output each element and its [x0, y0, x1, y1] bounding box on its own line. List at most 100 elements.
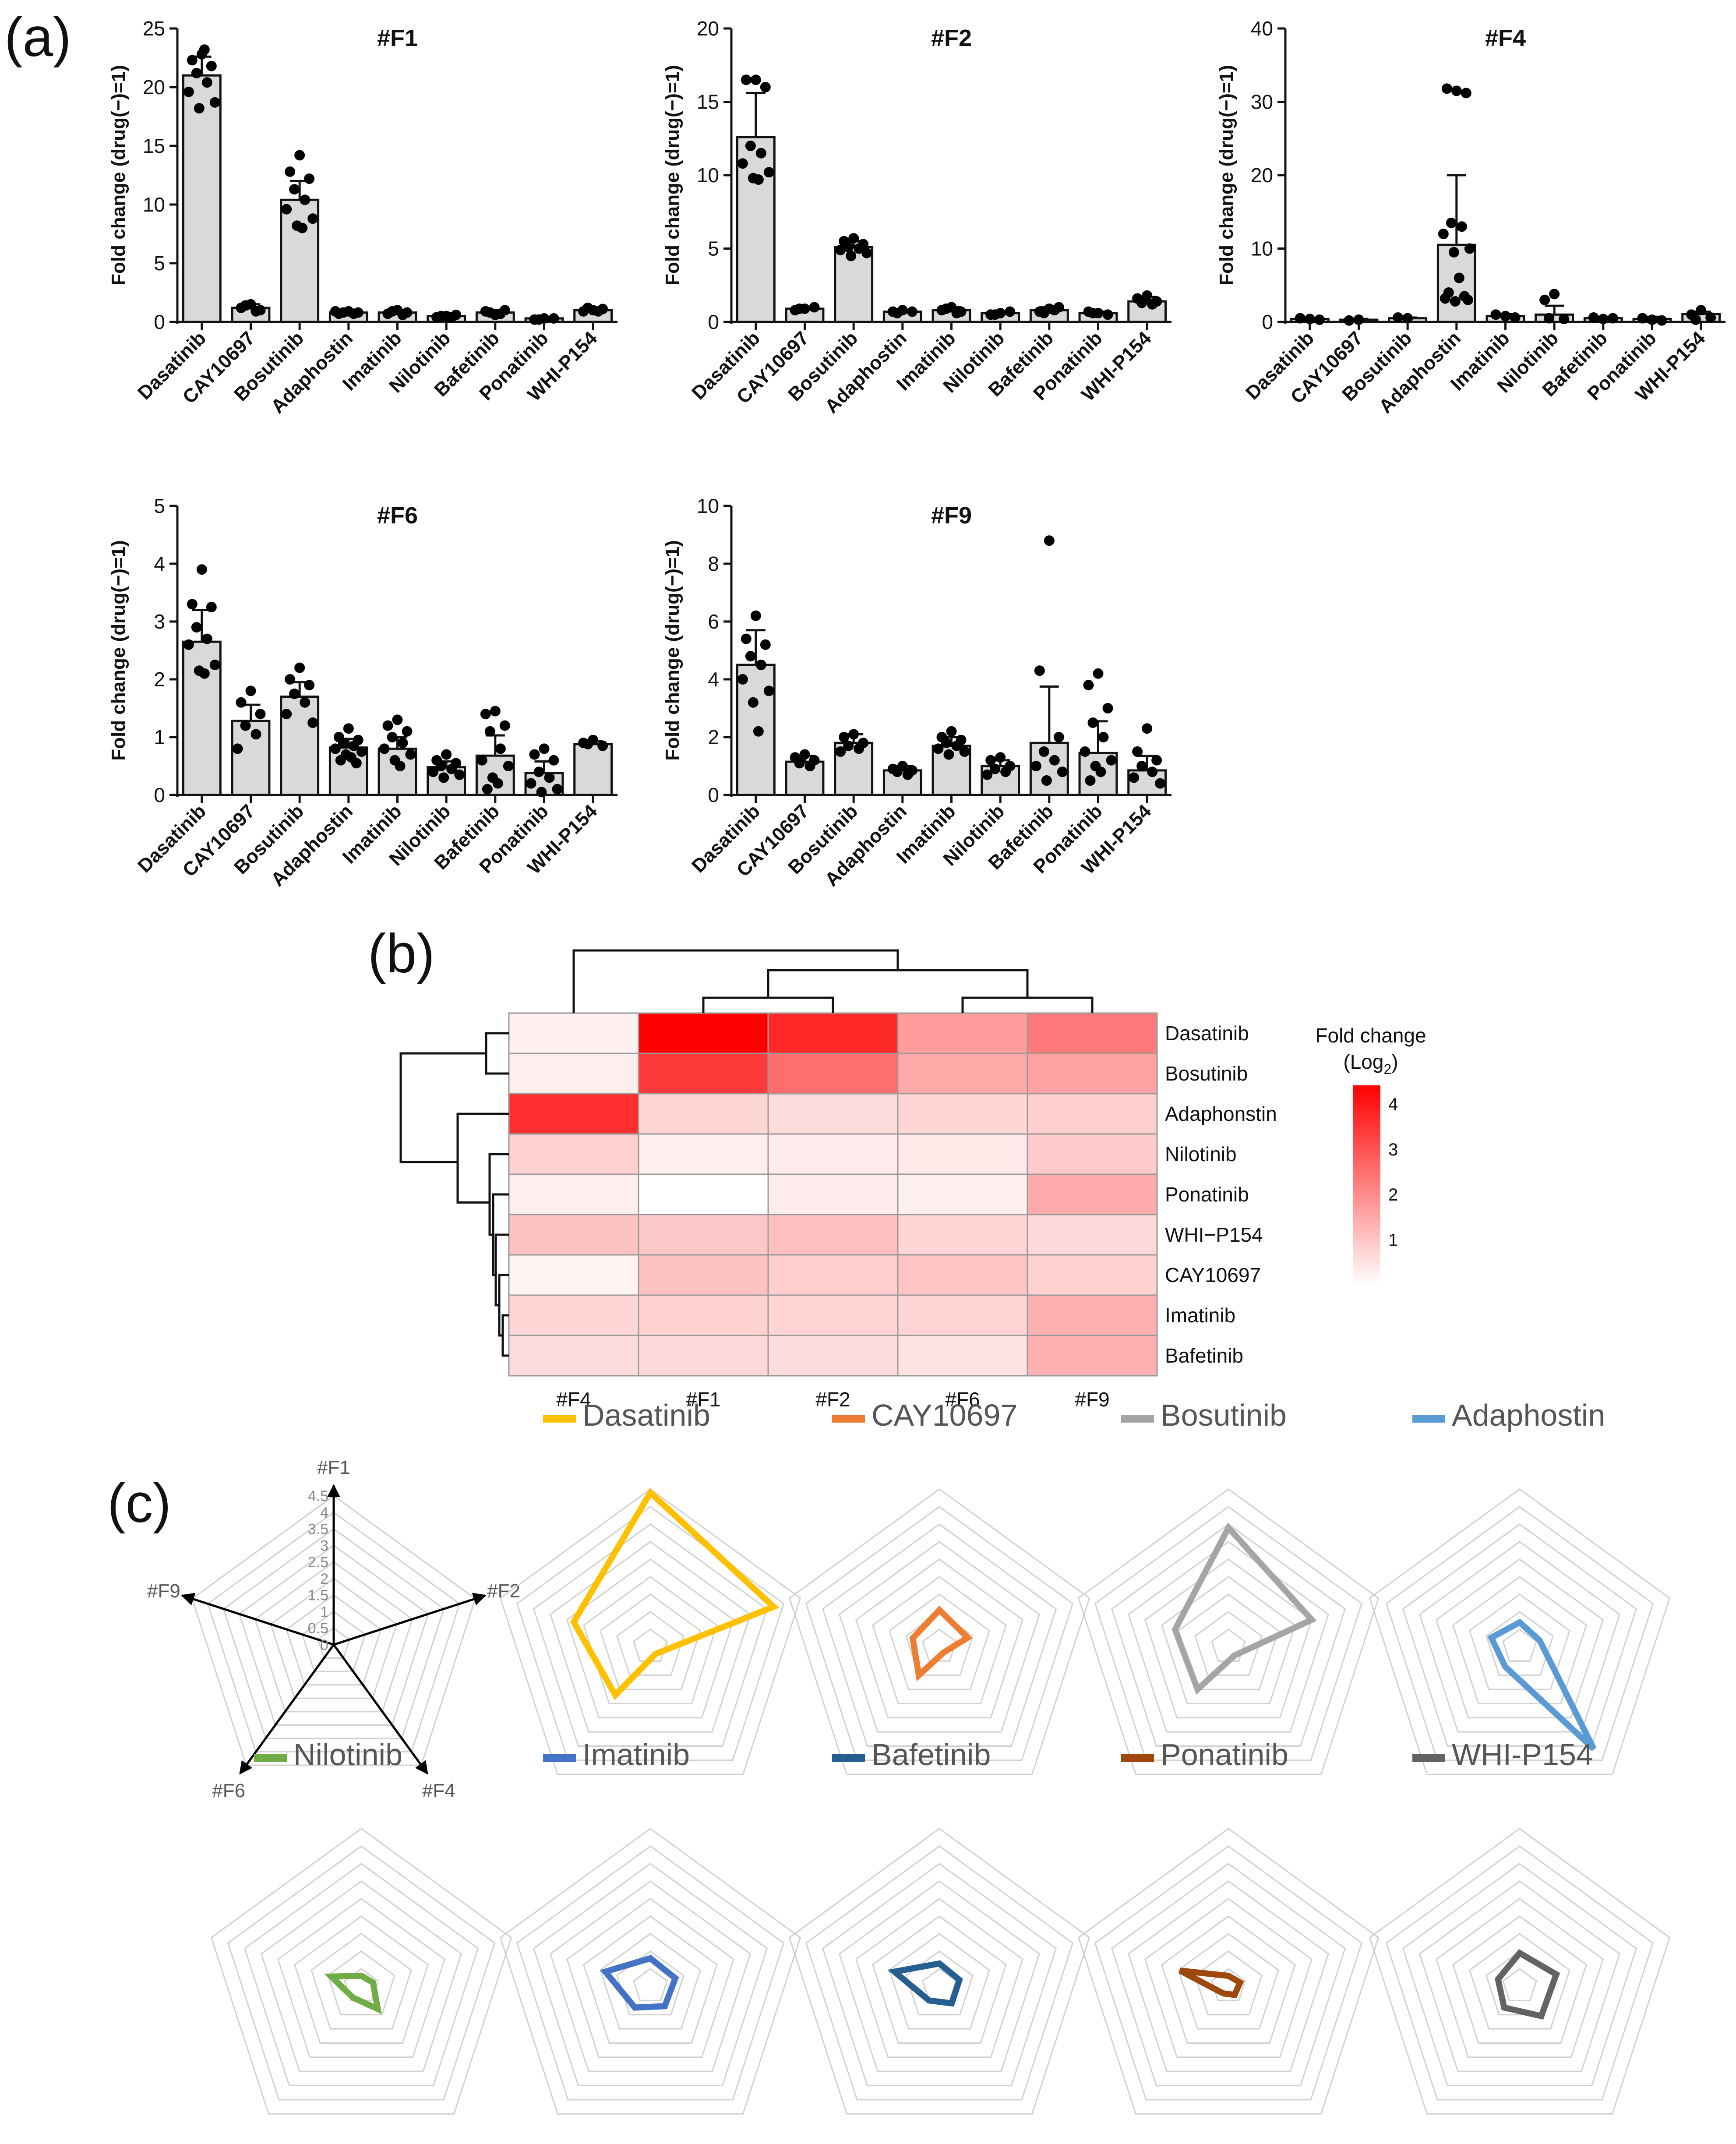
reference-scale-label: 4 — [320, 1505, 328, 1521]
heat-cell-cay10697-f9 — [1027, 1254, 1158, 1296]
heat-col-label-f6: #F6 — [945, 1388, 980, 1411]
data-point — [1500, 311, 1511, 321]
reference-axis-f6 — [239, 1644, 335, 1775]
y-axis-label: Fold change (drug(−)=1) — [108, 540, 129, 761]
panel-c-radar-charts: #F1 #F2 #F4 #F6 #F9 00.511.522.533.544.5 Dasat… — [147, 1398, 1671, 2115]
radar-grid-ring — [1178, 1933, 1279, 2030]
data-point — [251, 729, 261, 740]
radar-grid-ring — [805, 1845, 1074, 2101]
data-point — [199, 44, 210, 55]
y-tick-label: 0 — [154, 784, 165, 806]
data-point — [1314, 314, 1325, 325]
data-point — [745, 651, 756, 662]
data-point — [741, 74, 752, 85]
row-dendrogram-branch — [485, 1032, 509, 1075]
radar-grid-ring — [788, 1828, 1090, 2115]
data-point — [285, 674, 296, 685]
radar-grid-ring — [1144, 1558, 1313, 1719]
radar-grid-ring — [616, 1611, 685, 1676]
radar-grid-ring — [1469, 1593, 1570, 1690]
radar-grid-ring — [1402, 1523, 1637, 1747]
heat-cell-dasatinib-f2 — [767, 1012, 899, 1054]
radar-series-nilotinib — [324, 1972, 382, 2014]
data-point — [1098, 732, 1109, 742]
data-point — [1038, 746, 1049, 757]
data-point — [490, 706, 501, 717]
data-point — [1057, 766, 1068, 777]
legend-title-line2: (Log2) — [1343, 1050, 1398, 1077]
legend-colorbar — [1353, 1085, 1380, 1285]
radar-chart-cay10697: CAY10697 — [788, 1398, 1090, 1775]
radar-grid-ring — [1418, 1880, 1621, 2072]
data-point — [985, 755, 996, 766]
radar-grid-ring — [872, 1576, 1007, 1704]
y-tick-label: 3 — [154, 610, 165, 633]
heat-row-label-cay10697: CAY10697 — [1165, 1264, 1261, 1286]
heat-cell-whi-p154-f2 — [767, 1214, 899, 1256]
data-point — [804, 761, 815, 771]
radar-grid-ring — [260, 1880, 462, 2072]
radar-legend-label-ponatinib: Ponatinib — [1161, 1738, 1288, 1772]
radar-grid-ring — [855, 1558, 1023, 1719]
data-point — [335, 755, 346, 766]
reference-axis-f4 — [332, 1644, 428, 1775]
data-point — [1544, 313, 1555, 324]
y-tick-label: 0 — [708, 311, 719, 333]
y-tick-label: 5 — [154, 252, 165, 275]
data-point — [1464, 243, 1475, 254]
data-point — [794, 303, 805, 314]
radar-grid-ring — [922, 1628, 957, 1662]
y-tick-label: 10 — [1251, 237, 1273, 260]
heat-cell-bafetinib-f9 — [1027, 1335, 1158, 1377]
data-point — [1129, 772, 1140, 783]
data-point — [1136, 297, 1147, 308]
radar-grid-ring — [805, 1506, 1074, 1761]
row-dendrogram-branch — [456, 1113, 509, 1204]
data-point — [1559, 314, 1570, 325]
bar-cay10697 — [785, 760, 825, 796]
data-point — [240, 300, 251, 311]
heat-row-label-adaphonstin: Adaphonstin — [1165, 1102, 1277, 1125]
radar-grid-ring — [855, 1898, 1023, 2058]
data-point — [1093, 668, 1104, 679]
heat-cell-whi-p154-f4 — [508, 1214, 639, 1256]
radar-legend-label-nilotinib: Nilotinib — [293, 1738, 402, 1772]
heat-cell-adaphonstin-f2 — [767, 1093, 899, 1135]
data-point — [1353, 314, 1364, 325]
reference-grid-ring — [238, 1544, 429, 1726]
y-tick-label: 10 — [697, 164, 719, 187]
data-point — [428, 766, 439, 777]
heat-cell-ponatinib-f6 — [897, 1173, 1028, 1215]
heat-cell-whi-p154-f6 — [897, 1214, 1028, 1256]
y-tick-label: 20 — [697, 17, 719, 40]
data-point — [1448, 247, 1459, 258]
heat-cell-bosutinib-f6 — [897, 1053, 1028, 1095]
radar-series-cay10697 — [909, 1606, 973, 1681]
reference-axis-label-f4: #F4 — [422, 1780, 455, 1801]
radar-grid-ring — [1369, 1828, 1671, 2115]
radar-series-dasatinib — [570, 1487, 780, 1700]
data-point — [307, 213, 318, 224]
data-point — [289, 689, 300, 699]
data-point — [199, 668, 210, 679]
data-point — [191, 622, 202, 633]
data-point — [1041, 775, 1052, 786]
data-point — [446, 312, 457, 323]
heat-cell-cay10697-f6 — [897, 1254, 1028, 1296]
radar-grid-ring — [1094, 1506, 1363, 1761]
data-point — [933, 743, 944, 754]
data-point — [809, 302, 820, 313]
data-point — [300, 194, 311, 205]
data-point — [484, 307, 495, 318]
bar-whi-p154 — [573, 743, 613, 796]
heat-row-label-nilotinib: Nilotinib — [1165, 1143, 1237, 1166]
data-point — [548, 313, 559, 324]
data-point — [582, 738, 593, 749]
chart-title: #F1 — [377, 25, 418, 51]
reference-grid-ring — [254, 1561, 413, 1713]
data-point — [304, 680, 315, 691]
radar-series-ponatinib — [1179, 1967, 1244, 1999]
data-point — [951, 740, 962, 751]
data-point — [1053, 732, 1064, 742]
reference-axis-label-f1: #F1 — [317, 1457, 350, 1478]
